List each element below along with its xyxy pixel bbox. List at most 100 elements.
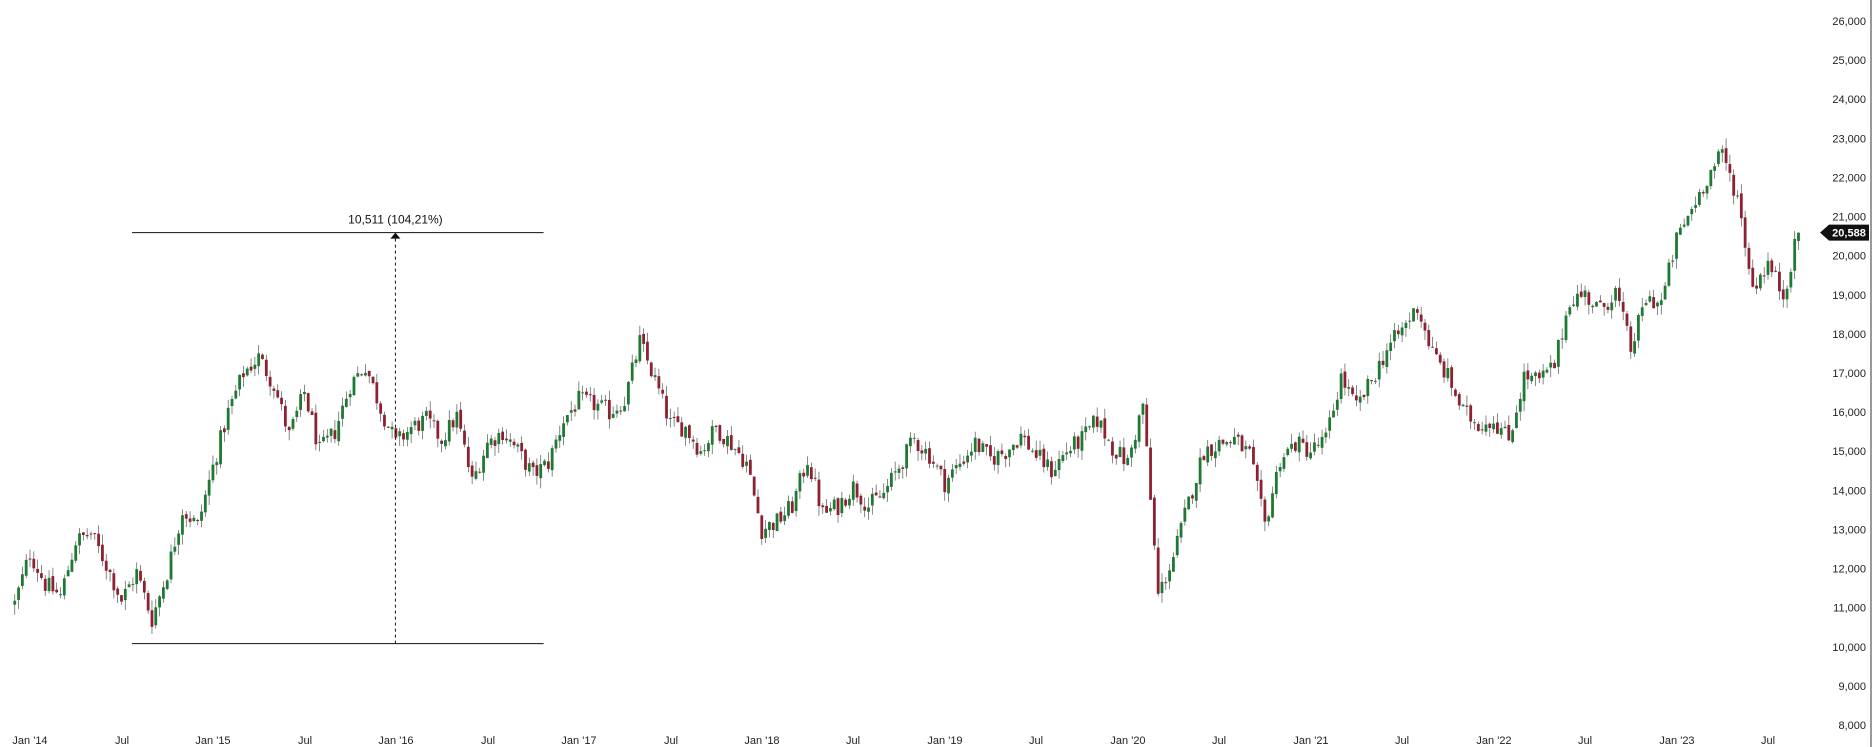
candle xyxy=(1686,215,1690,227)
candle-body-up xyxy=(192,517,196,522)
candle-body-down xyxy=(417,420,421,431)
candle xyxy=(802,468,806,484)
candle xyxy=(405,427,409,447)
last-price-label: 20,588 xyxy=(1832,228,1866,240)
price-range-measurement[interactable]: 10,511 (104,21%) xyxy=(131,213,544,645)
candle xyxy=(32,551,36,573)
y-axis[interactable]: 8,000 9,000 10,000 11,000 12,000 13,000 14,000… xyxy=(1832,0,1872,747)
candle-body-down xyxy=(863,506,867,511)
candle-body-down xyxy=(943,469,947,493)
candle xyxy=(1576,284,1579,311)
candle xyxy=(272,386,276,399)
candle xyxy=(1682,218,1686,229)
candle-body-up xyxy=(207,479,211,496)
candle-body-up xyxy=(1564,315,1568,341)
candle-body-down xyxy=(722,438,726,445)
candle xyxy=(318,434,322,452)
candle-body-up xyxy=(1030,450,1034,452)
candle-body-down xyxy=(649,362,653,377)
candle xyxy=(1758,272,1762,291)
candle-body-down xyxy=(108,569,112,573)
candle xyxy=(851,474,855,506)
candle xyxy=(1675,231,1678,269)
candle xyxy=(1015,444,1019,450)
candle xyxy=(116,586,120,603)
candle xyxy=(1739,184,1743,227)
candle xyxy=(870,487,874,515)
candle xyxy=(1423,318,1427,340)
candle-body-down xyxy=(146,593,150,611)
candle-body-down xyxy=(1034,450,1038,458)
candle-body-down xyxy=(93,533,97,535)
candle xyxy=(889,468,893,491)
candle-body-down xyxy=(184,514,188,519)
candle-body-down xyxy=(493,440,497,446)
candle xyxy=(1705,185,1709,200)
candle-body-up xyxy=(954,465,958,469)
candle xyxy=(1690,206,1694,221)
candle xyxy=(470,460,474,485)
candle xyxy=(253,356,257,376)
candle xyxy=(150,600,154,634)
candle-body-down xyxy=(585,391,588,395)
candle xyxy=(43,574,47,597)
candle-body-up xyxy=(889,472,893,487)
candle-body-up xyxy=(1637,314,1640,341)
candle xyxy=(1553,359,1556,369)
candle xyxy=(928,441,931,469)
candle xyxy=(1480,421,1484,435)
candle-body-down xyxy=(520,442,524,452)
candle-body-up xyxy=(1473,422,1476,424)
candle xyxy=(1187,496,1191,510)
candle xyxy=(497,428,501,454)
candle xyxy=(310,408,314,416)
candle-body-down xyxy=(360,374,363,376)
x-axis[interactable]: Jan '14 Jul Jan '15 Jul Jan '16 Jul Jan '17 Jul… xyxy=(12,735,1775,747)
candle-body-down xyxy=(97,533,101,547)
candle xyxy=(1305,435,1309,461)
candle xyxy=(1103,408,1107,447)
candle xyxy=(1442,358,1446,384)
candle xyxy=(245,366,249,377)
candle xyxy=(1427,324,1431,350)
candle-body-up xyxy=(1595,302,1598,307)
candle-body-up xyxy=(1633,341,1637,354)
candle-body-up xyxy=(78,533,81,546)
candle xyxy=(1301,430,1305,444)
candle xyxy=(230,395,234,414)
candle-body-down xyxy=(1354,395,1358,401)
candle xyxy=(249,358,253,374)
candle-body-up xyxy=(638,335,642,362)
candle-body-down xyxy=(314,412,318,445)
candle-body-up xyxy=(1530,375,1534,382)
candle xyxy=(657,368,661,395)
candle-body-down xyxy=(501,431,505,441)
candle xyxy=(1309,442,1313,461)
candle xyxy=(20,566,24,590)
candle-body-down xyxy=(931,461,935,464)
candle xyxy=(1149,438,1152,500)
candle-body-down xyxy=(101,544,104,562)
candle xyxy=(947,474,950,503)
candle-body-down xyxy=(646,341,649,361)
candle xyxy=(1450,364,1454,397)
candle xyxy=(680,417,684,437)
candle-body-up xyxy=(234,390,238,399)
candle xyxy=(226,399,230,435)
candle-body-up xyxy=(1271,493,1274,518)
candle xyxy=(36,559,40,582)
candle-body-down xyxy=(1396,330,1400,335)
candle-body-down xyxy=(1781,289,1785,300)
candle-body-up xyxy=(390,426,394,430)
candle xyxy=(1671,254,1675,268)
candle xyxy=(1255,462,1259,491)
candle xyxy=(47,570,51,594)
candle xyxy=(1042,444,1046,473)
candle xyxy=(1518,392,1522,421)
candle-body-up xyxy=(1503,426,1507,429)
candle xyxy=(1572,296,1576,308)
candle xyxy=(646,332,649,365)
candle-body-down xyxy=(588,394,592,396)
candle-body-down xyxy=(714,425,718,428)
